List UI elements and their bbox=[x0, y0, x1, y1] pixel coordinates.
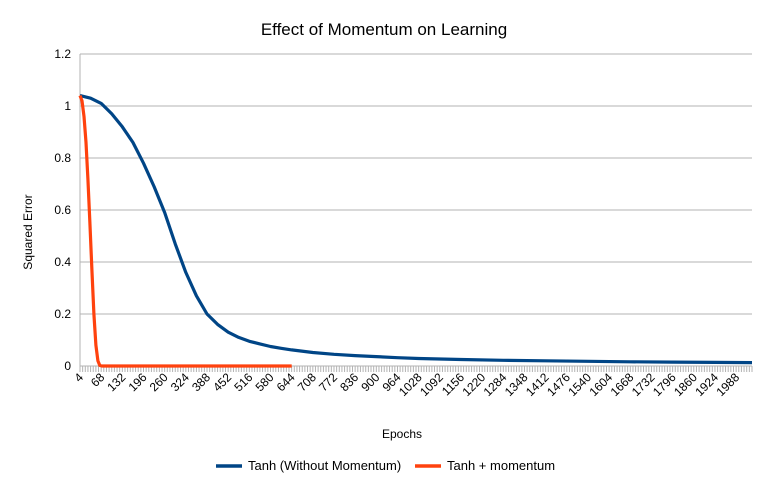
x-tick-label: 260 bbox=[147, 370, 171, 394]
x-tick-label: 68 bbox=[88, 370, 108, 390]
y-tick-label: 1 bbox=[64, 99, 71, 113]
x-tick-label: 900 bbox=[358, 370, 382, 394]
x-tick-label: 324 bbox=[168, 370, 192, 394]
x-tick-label: 196 bbox=[126, 370, 150, 394]
x-tick-label: 580 bbox=[253, 370, 277, 394]
series-line-1 bbox=[79, 94, 753, 365]
y-tick-labels: 0 0.2 0.4 0.6 0.8 1 1.2 bbox=[54, 47, 71, 373]
y-tick-label: 0 bbox=[64, 359, 71, 373]
plot-area bbox=[78, 94, 753, 368]
chart-title: Effect of Momentum on Learning bbox=[261, 20, 507, 39]
x-tick-label: 516 bbox=[231, 370, 255, 394]
legend: Tanh (Without Momentum) Tanh + momentum bbox=[216, 458, 555, 473]
y-axis-title: Squared Error bbox=[21, 194, 35, 269]
series-line-2 bbox=[78, 95, 292, 368]
x-tick-label: 452 bbox=[210, 370, 234, 394]
x-tick-label: 388 bbox=[189, 370, 213, 394]
y-tick-label: 1.2 bbox=[54, 47, 71, 61]
x-tick-label: 132 bbox=[104, 370, 128, 394]
legend-label: Tanh + momentum bbox=[447, 458, 555, 473]
x-axis-title: Epochs bbox=[382, 427, 422, 441]
legend-label: Tanh (Without Momentum) bbox=[248, 458, 401, 473]
x-tick-labels: 4 681321962603243884525165806447087728369… bbox=[71, 370, 742, 399]
y-tick-label: 0.2 bbox=[54, 307, 71, 321]
x-tick-label: 708 bbox=[295, 370, 319, 394]
x-tick-label: 644 bbox=[274, 370, 298, 394]
x-tick-label: 772 bbox=[316, 370, 340, 394]
y-tick-label: 0.6 bbox=[54, 203, 71, 217]
x-tick-label: 4 bbox=[71, 370, 86, 385]
y-tick-label: 0.4 bbox=[54, 255, 71, 269]
x-tick-label: 836 bbox=[337, 370, 361, 394]
y-tick-label: 0.8 bbox=[54, 151, 71, 165]
grid bbox=[79, 53, 753, 372]
x-tick-label: 1988 bbox=[713, 370, 742, 399]
